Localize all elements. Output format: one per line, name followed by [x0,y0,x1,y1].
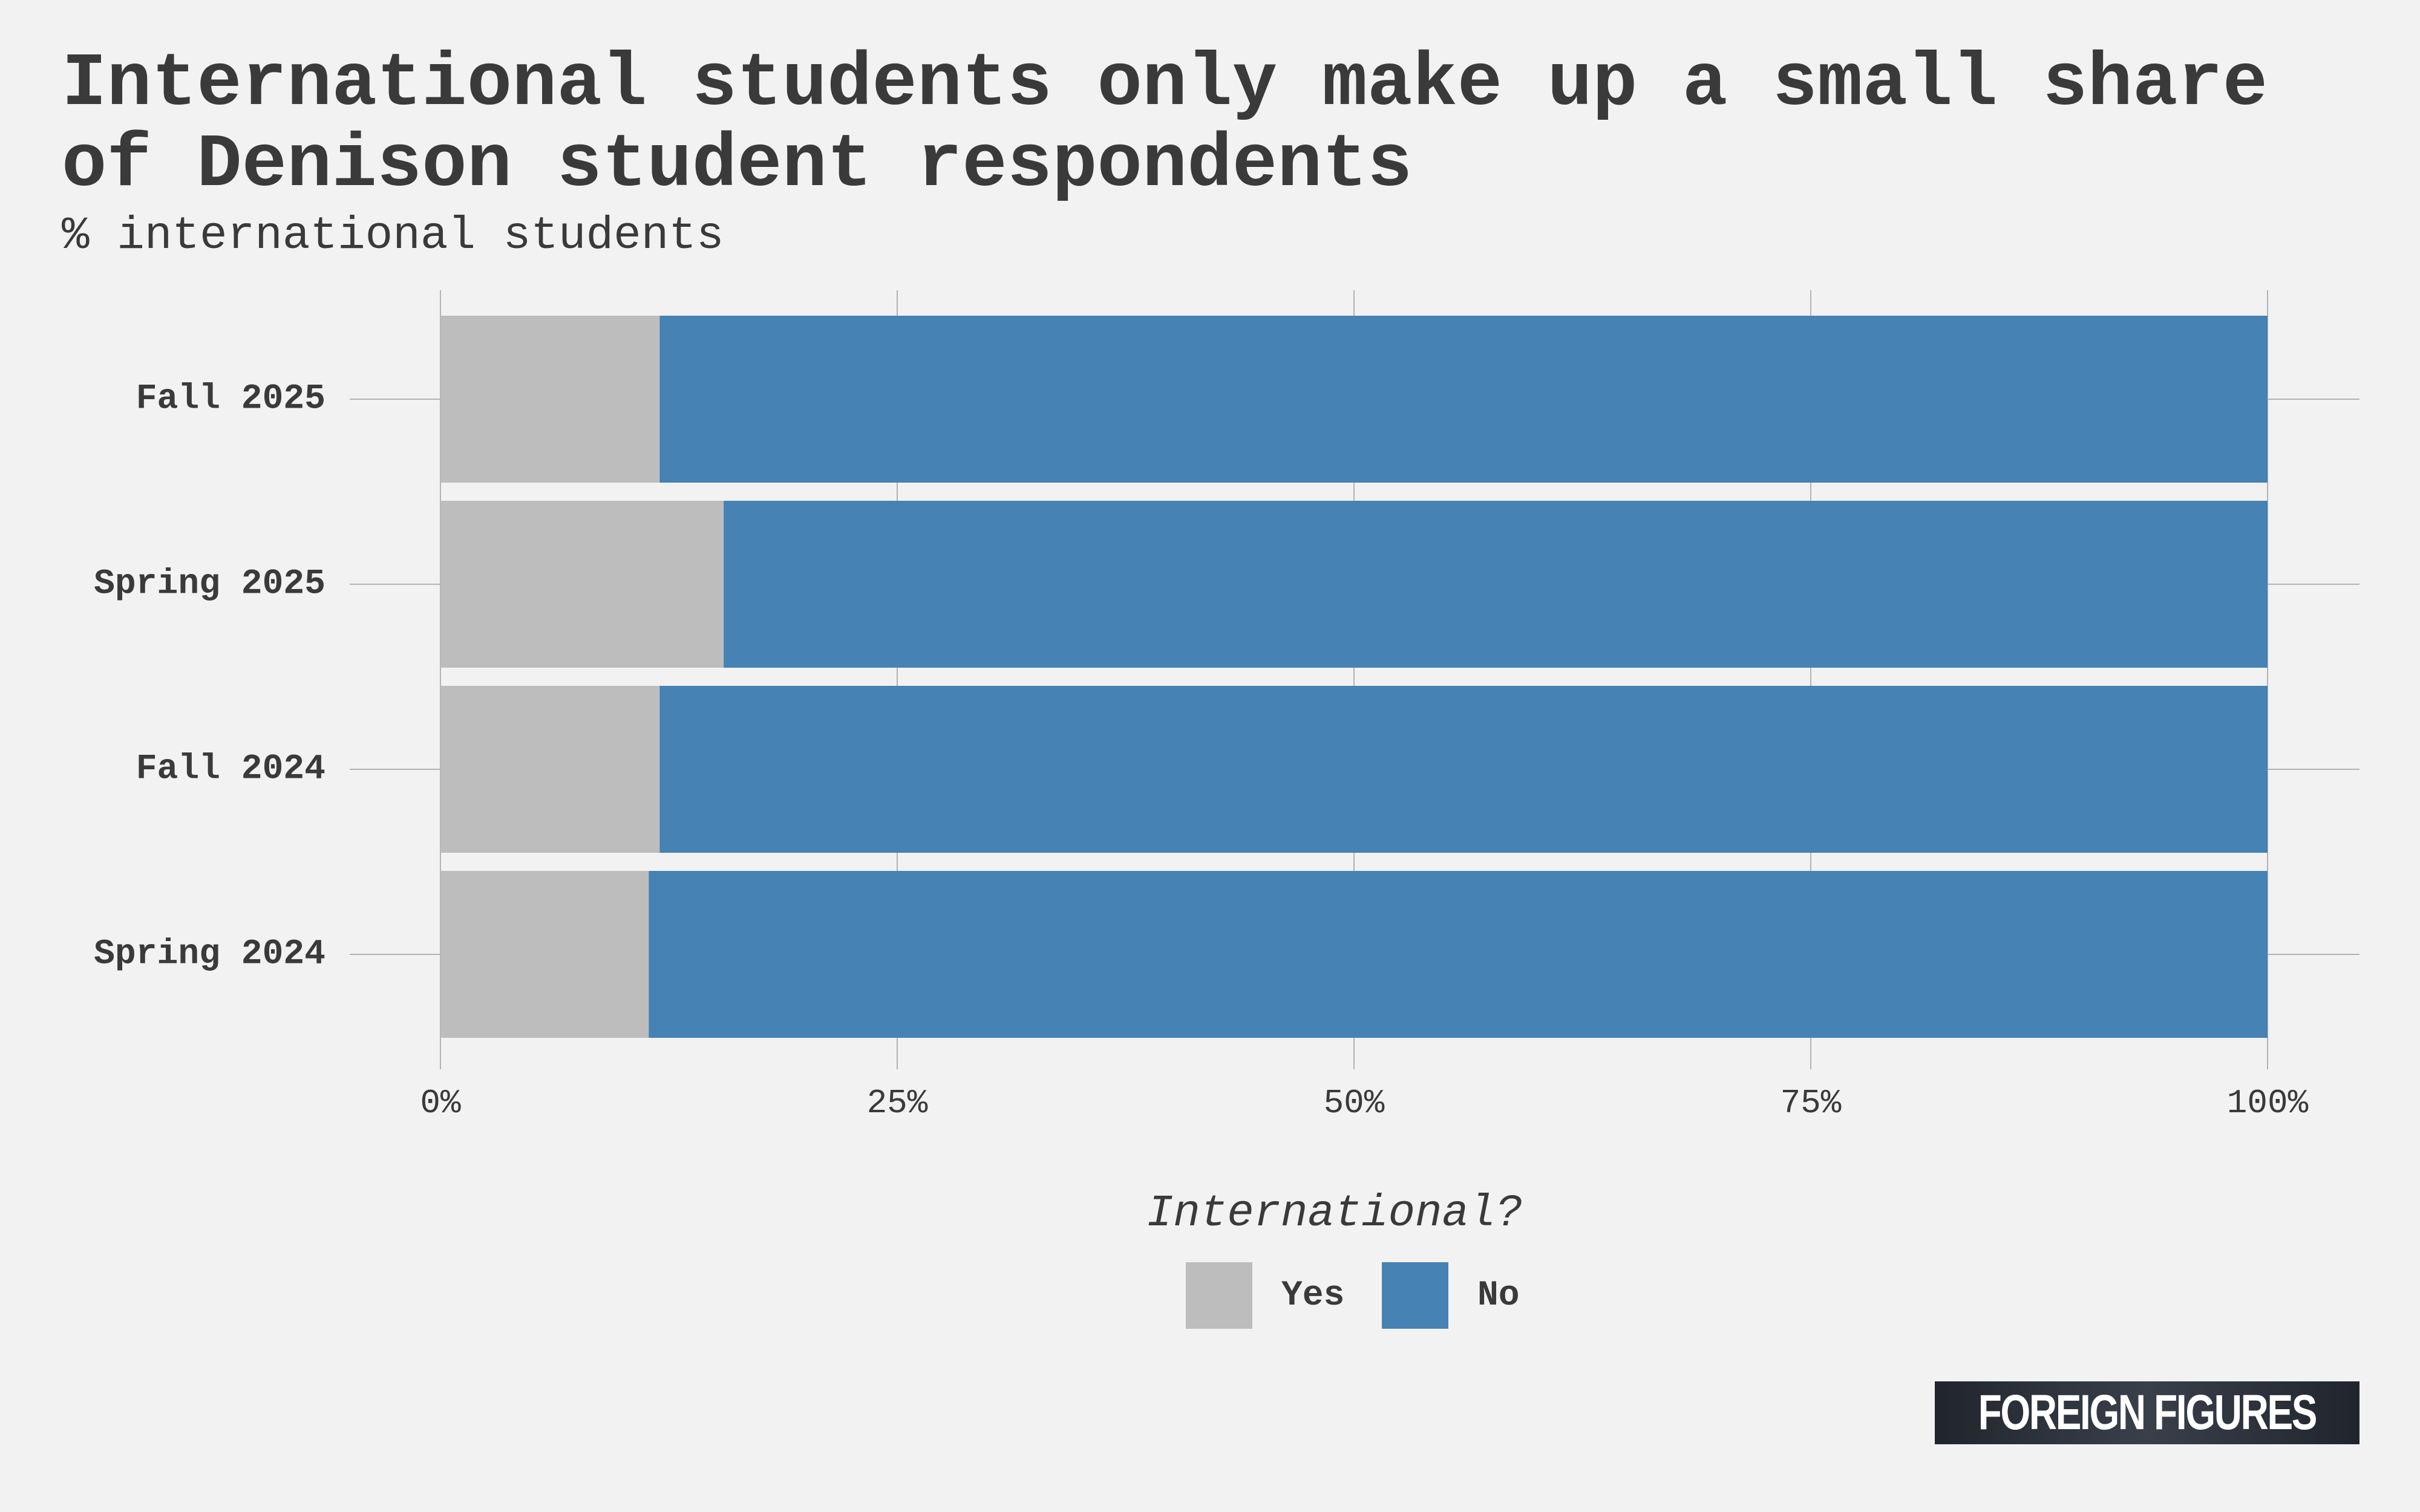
legend-swatch-no [1382,1262,1448,1329]
legend-label-yes: Yes [1281,1276,1345,1315]
chart-subtitle: % international students [62,210,724,262]
bar-no-1 [724,501,2268,668]
bar-yes-0 [440,316,660,483]
legend-label-no: No [1477,1276,1520,1315]
bar-yes-1 [440,501,724,668]
category-label-1: Spring 2025 [94,565,325,604]
category-label-2: Fall 2024 [136,750,325,789]
x-tick-label-1: 25% [867,1084,928,1123]
legend-swatch-yes [1186,1262,1252,1329]
bar-no-3 [649,871,2268,1038]
bar-yes-2 [440,686,660,853]
category-label-3: Spring 2024 [94,935,325,974]
chart-title-line-2: of Denison student respondents [62,123,1413,208]
bars-layer [440,316,2268,1038]
bar-yes-3 [440,871,649,1038]
chart-title-line-1: International students only make up a sm… [62,42,2268,127]
x-tick-label-0: 0% [420,1084,461,1123]
bar-no-0 [659,316,2268,483]
x-tick-label-3: 75% [1781,1084,1842,1123]
legend-item-yes: Yes [1186,1262,1344,1329]
x-tick-label-2: 50% [1324,1084,1385,1123]
legend-title: International? [1146,1188,1523,1239]
category-label-0: Fall 2025 [136,380,325,419]
labels-layer: Fall 2025 Spring 2025 Fall 2024 Spring 2024… [94,380,2308,1123]
x-tick-label-4: 100% [2227,1084,2309,1123]
bar-chart-plot: Fall 2025 Spring 2025 Fall 2024 Spring 2024… [94,290,2360,1123]
foreign-figures-logo: FOREIGN FIGURES [1935,1381,2360,1444]
legend-item-no: No [1382,1262,1520,1329]
bar-no-2 [659,686,2268,853]
logo-text: FOREIGN FIGURES [1978,1385,2318,1440]
